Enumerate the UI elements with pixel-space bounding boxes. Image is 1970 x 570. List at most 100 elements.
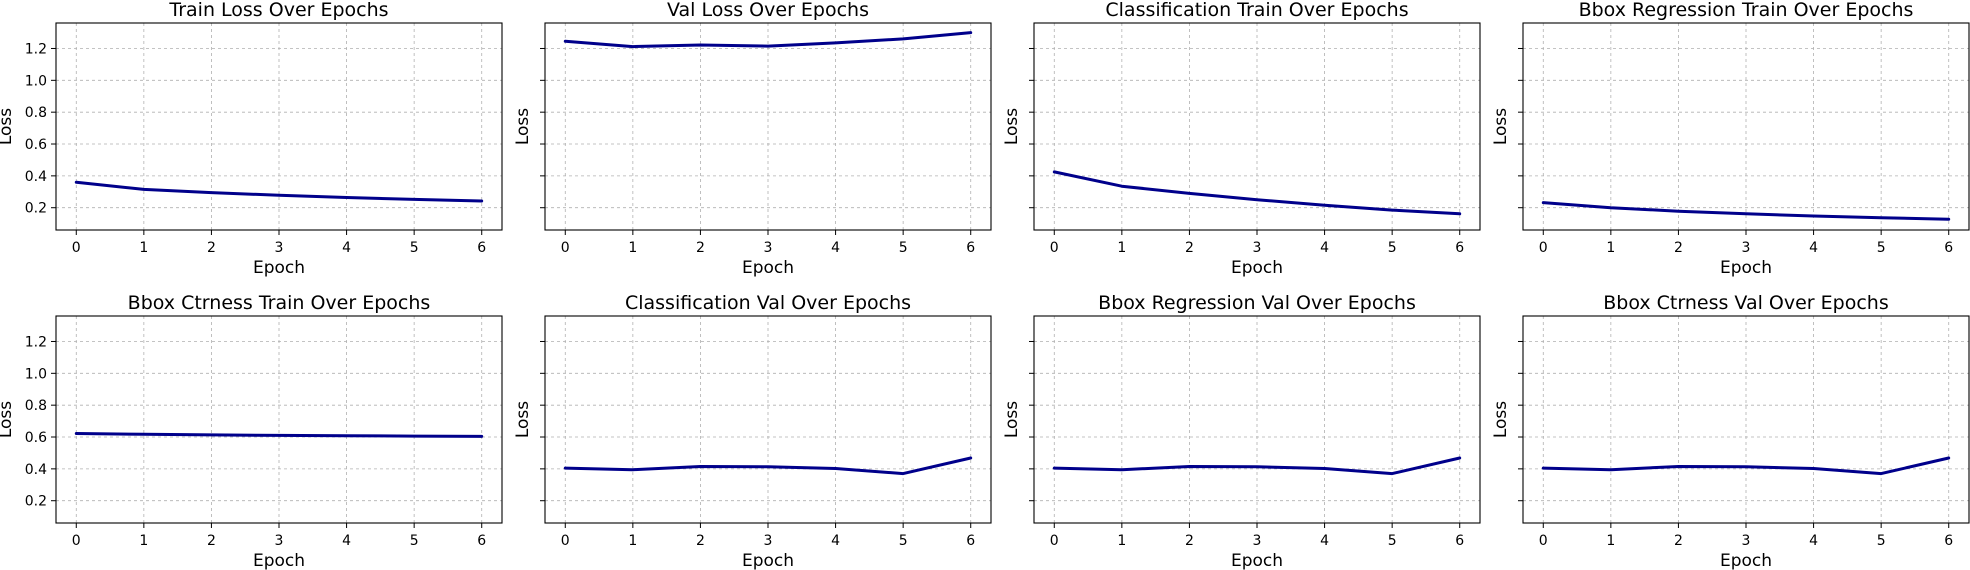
x-tick-label: 0 [561,240,570,256]
y-axis-label: Loss [513,108,533,145]
y-tick-label: 0.8 [25,398,47,414]
x-tick-label: 5 [1877,533,1886,549]
x-tick-label: 6 [477,533,486,549]
y-axis-label: Loss [1002,401,1022,438]
x-tick-label: 1 [1606,240,1615,256]
x-tick-label: 2 [207,533,216,549]
x-axis-label: Epoch [253,258,305,278]
x-tick-label: 5 [899,240,908,256]
x-tick-label: 2 [1674,533,1683,549]
x-tick-label: 0 [72,240,81,256]
subplot-7: 0 1 2 3 4 5 6 Bbox Regression Val Over Epochs Ep… [1002,292,1481,570]
x-axis-label: Epoch [253,551,305,570]
loss-series-line [74,432,484,438]
x-tick-label: 6 [966,533,975,549]
y-axis-label: Loss [513,401,533,438]
subplot-2: 0 1 2 3 4 5 6 Val Loss Over Epochs Epoch Loss [513,0,992,278]
x-tick-label: 3 [275,240,284,256]
subplot-title: Classification Train Over Epochs [1105,0,1408,21]
x-tick-label: 4 [1809,240,1818,256]
y-axis-label: Loss [0,401,16,438]
x-tick-label: 6 [966,240,975,256]
y-tick-label: 0.4 [25,462,47,478]
y-tick-label: 0.4 [25,169,47,185]
y-tick-label: 0.6 [25,430,47,446]
subplot-title: Val Loss Over Epochs [667,0,869,21]
x-tick-label: 4 [1320,240,1329,256]
x-tick-label: 0 [1539,240,1548,256]
x-tick-label: 4 [342,533,351,549]
x-tick-label: 1 [1117,240,1126,256]
x-tick-label: 5 [410,240,419,256]
x-axis-label: Epoch [1720,258,1772,278]
loss-series-line [1052,170,1462,216]
x-tick-label: 3 [1742,240,1751,256]
y-tick-label: 0.6 [25,137,47,153]
subplot-title: Bbox Ctrness Val Over Epochs [1603,292,1888,314]
x-axis-label: Epoch [1231,551,1283,570]
x-tick-label: 6 [1455,240,1464,256]
subplot-1: 0 1 2 3 4 5 6 0.2 0.4 0.6 0.8 1.0 1.2 Train Loss Over… [0,0,503,278]
loss-series-line [563,456,973,476]
x-tick-label: 0 [72,533,81,549]
x-tick-label: 4 [1320,533,1329,549]
loss-series-line [74,180,484,203]
y-tick-label: 0.2 [25,201,47,217]
x-tick-label: 5 [1877,240,1886,256]
y-axis-label: Loss [1491,401,1511,438]
subplot-title: Bbox Regression Val Over Epochs [1098,292,1416,314]
x-tick-label: 3 [1253,240,1262,256]
x-tick-label: 2 [1185,533,1194,549]
x-tick-label: 1 [628,533,637,549]
subplot-title: Classification Val Over Epochs [625,292,911,314]
x-tick-label: 5 [1388,240,1397,256]
plot-frame [1522,315,1970,524]
plot-frame [1033,22,1481,231]
x-tick-label: 6 [1944,240,1953,256]
x-tick-label: 6 [477,240,486,256]
x-tick-label: 0 [1050,533,1059,549]
x-tick-label: 0 [1050,240,1059,256]
x-tick-label: 4 [831,240,840,256]
x-axis-label: Epoch [1231,258,1283,278]
x-tick-label: 1 [1117,533,1126,549]
y-tick-label: 1.2 [25,334,47,350]
x-axis-label: Epoch [742,258,794,278]
x-tick-label: 2 [696,240,705,256]
x-tick-label: 0 [561,533,570,549]
y-axis-label: Loss [1491,108,1511,145]
y-tick-label: 1.2 [25,41,47,57]
plot-frame [544,22,992,231]
x-tick-label: 1 [139,533,148,549]
x-tick-label: 2 [1185,240,1194,256]
x-axis-label: Epoch [1720,551,1772,570]
y-axis-label: Loss [1002,108,1022,145]
x-tick-label: 1 [628,240,637,256]
plot-frame [55,315,503,524]
subplot-3: 0 1 2 3 4 5 6 Classification Train Over Epochs E… [1002,0,1481,278]
x-tick-label: 0 [1539,533,1548,549]
loss-series-line [1052,456,1462,476]
x-axis-label: Epoch [742,551,794,570]
plot-frame [1522,22,1970,231]
y-tick-label: 0.2 [25,494,47,510]
x-tick-label: 2 [696,533,705,549]
subplot-8: 0 1 2 3 4 5 6 Bbox Ctrness Val Over Epochs Epoch… [1491,292,1970,570]
plot-frame [544,315,992,524]
x-tick-label: 3 [1742,533,1751,549]
subplot-4: 0 1 2 3 4 5 6 Bbox Regression Train Over Epochs… [1491,0,1970,278]
subplot-5: 0 1 2 3 4 5 6 0.2 0.4 0.6 0.8 1.0 1.2 Bbox Ctrness Tr… [0,292,503,570]
x-tick-label: 1 [1606,533,1615,549]
x-tick-label: 3 [275,533,284,549]
x-tick-label: 5 [899,533,908,549]
plot-frame [55,22,503,231]
y-tick-label: 0.8 [25,105,47,121]
subplot-title: Bbox Ctrness Train Over Epochs [128,292,431,314]
loss-series-line [1541,201,1951,221]
x-tick-label: 3 [764,533,773,549]
plot-frame [1033,315,1481,524]
x-tick-label: 4 [342,240,351,256]
x-tick-label: 6 [1944,533,1953,549]
x-tick-label: 2 [1674,240,1683,256]
